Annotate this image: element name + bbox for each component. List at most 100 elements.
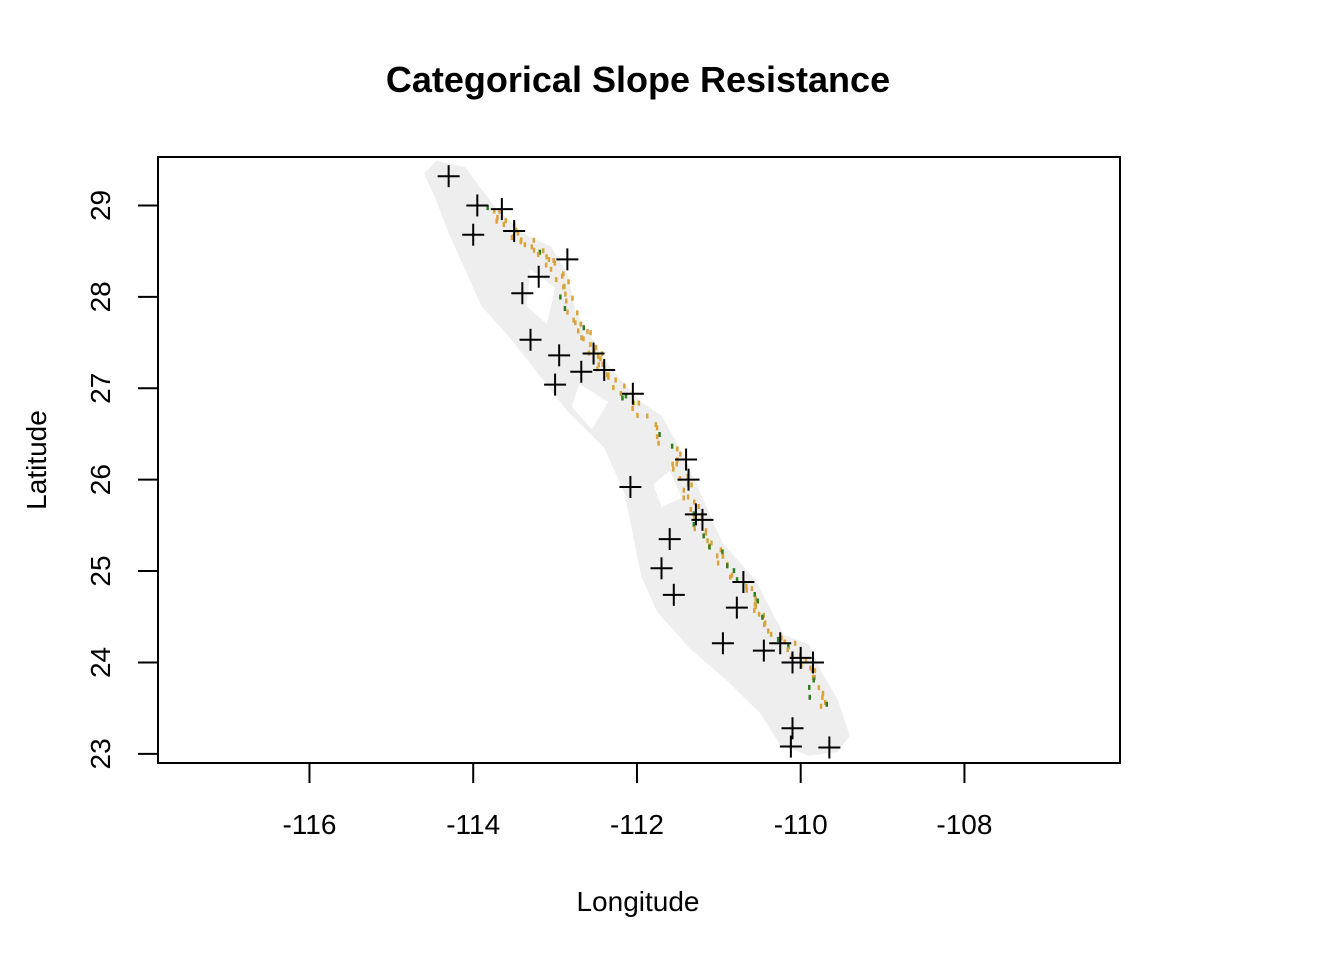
slope-mark (704, 528, 708, 534)
location-marker (779, 735, 802, 758)
slope-mark (753, 607, 756, 613)
location-marker (511, 282, 534, 305)
slope-mark (732, 568, 736, 574)
location-marker (619, 475, 642, 498)
slope-mark (563, 306, 567, 311)
slope-mark (621, 395, 624, 401)
slope-mark (655, 434, 659, 440)
slope-mark (693, 499, 696, 505)
slope-mark (619, 391, 623, 396)
slope-mark (706, 538, 709, 544)
location-marker (593, 358, 616, 381)
slope-mark (516, 230, 520, 236)
location-marker (527, 265, 550, 288)
slope-mark (811, 674, 815, 680)
slope-mark (510, 235, 514, 240)
location-marker (466, 194, 489, 217)
slope-mark (646, 413, 649, 419)
slope-mark (589, 342, 592, 348)
land-region (424, 160, 850, 756)
slope-mark (672, 466, 675, 472)
location-marker (490, 198, 513, 221)
slope-mark (769, 631, 773, 637)
slope-mark (563, 283, 566, 289)
slope-mark (545, 254, 548, 260)
slope-mark (577, 328, 580, 334)
slope-mark (547, 257, 551, 262)
slope-mark (596, 354, 600, 359)
slope-mark (564, 291, 567, 297)
slope-mark (582, 336, 585, 342)
slope-mark (549, 266, 553, 272)
slope-mark (560, 273, 564, 279)
location-marker (570, 360, 593, 383)
slope-mark (654, 422, 657, 428)
slope-mark (745, 587, 748, 593)
slope-mark (636, 412, 639, 418)
slope-mark (753, 592, 756, 597)
land-gap (653, 470, 682, 508)
slope-mark (597, 362, 600, 368)
location-marker (818, 736, 841, 759)
slope-mark (538, 249, 542, 255)
location-marker (752, 639, 775, 662)
slope-mark (599, 356, 602, 362)
slope-mark (553, 260, 557, 266)
slope-mark (697, 504, 700, 509)
slope-mark (708, 544, 711, 550)
slope-mark (519, 239, 522, 245)
slope-mark (559, 294, 562, 300)
slope-mark (655, 425, 659, 431)
y-tick-label: 25 (85, 555, 116, 586)
slope-mark (496, 214, 499, 220)
slope-mark (693, 515, 696, 521)
slope-mark (754, 596, 757, 602)
slope-mark (624, 393, 628, 399)
slope-mark (729, 574, 732, 580)
slope-mark (817, 685, 821, 691)
slope-mark (690, 482, 693, 488)
chart-title: Categorical Slope Resistance (386, 59, 890, 100)
slope-mark (536, 252, 540, 258)
slope-mark (812, 677, 815, 683)
slope-mark (721, 553, 725, 559)
y-tick-label: 28 (85, 281, 116, 312)
slope-mark (786, 647, 789, 653)
slope-mark (631, 406, 634, 411)
slope-mark (614, 377, 617, 383)
location-marker (732, 571, 755, 594)
slope-mark (686, 494, 690, 500)
slope-mark (682, 495, 685, 501)
slope-mark (726, 563, 729, 569)
location-marker (548, 344, 571, 367)
slope-mark (532, 237, 536, 243)
slope-mark (542, 248, 545, 254)
location-marker (711, 632, 734, 655)
slope-mark (675, 461, 678, 467)
slope-mark (678, 476, 682, 481)
slope-mark (532, 247, 536, 253)
x-tick-label: -112 (610, 809, 664, 840)
slope-mark (576, 310, 579, 316)
slope-mark (495, 218, 498, 224)
slope-mark (502, 222, 506, 227)
slope-mark (594, 344, 598, 350)
location-marker (503, 220, 526, 243)
slope-mark (821, 690, 825, 696)
slope-mark (670, 443, 674, 449)
x-tick-label: -114 (446, 809, 500, 840)
location-marker (556, 248, 579, 271)
slope-mark (530, 244, 534, 250)
slope-mark (808, 694, 811, 700)
land-gap (571, 383, 609, 430)
location-marker (677, 468, 700, 491)
slope-mark (813, 674, 816, 680)
slope-mark (808, 684, 811, 690)
slope-mark (730, 572, 734, 578)
slope-mark (574, 320, 577, 326)
location-marker (769, 632, 792, 655)
slope-mark (571, 295, 574, 301)
points-layer (437, 165, 841, 759)
slope-mark (623, 383, 626, 389)
y-tick-label: 24 (85, 647, 116, 678)
